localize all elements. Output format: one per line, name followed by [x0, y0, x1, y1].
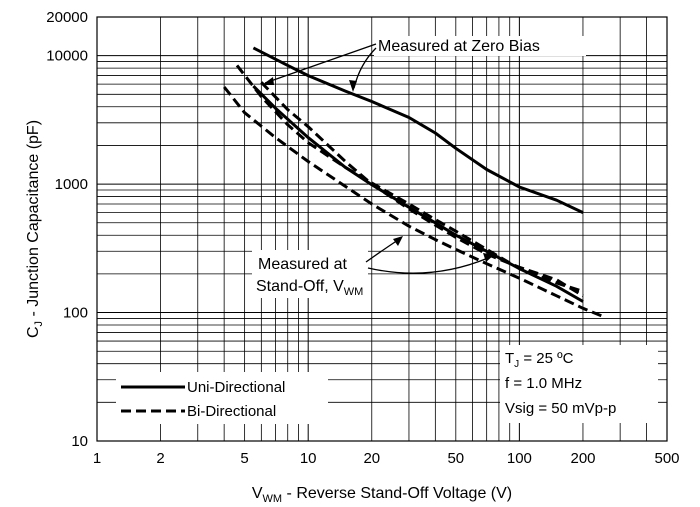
zero-bias-arrowhead-right — [349, 80, 357, 92]
x-tick-label: 500 — [654, 450, 679, 467]
standoff-arrowhead-upper — [393, 236, 403, 246]
x-tick-label: 20 — [363, 450, 380, 467]
condition-frequency: f = 1.0 MHz — [505, 375, 582, 392]
y-axis-label: CJ - Junction Capacitance (pF) — [25, 120, 45, 338]
y-tick-label: 10000 — [46, 48, 88, 65]
conditions-background — [500, 345, 658, 423]
zero-bias-annotation: Measured at Zero Bias — [378, 38, 540, 55]
standoff-arrowhead-lower — [483, 253, 494, 262]
conditions-box: TJ = 25 ºC f = 1.0 MHz Vsig = 50 mVp-p — [500, 345, 658, 423]
x-axis-label: VWM - Reverse Stand-Off Voltage (V) — [252, 485, 512, 505]
y-tick-label: 100 — [63, 305, 88, 322]
bi-directional-curve-3 — [260, 81, 584, 298]
legend-label-uni: Uni-Directional — [187, 379, 285, 396]
legend-label-bi: Bi-Directional — [187, 403, 276, 420]
zero-bias-arrow-left — [264, 43, 377, 84]
standoff-annotation-line2: Stand-Off, VWM — [256, 278, 363, 298]
standoff-label-bg — [252, 250, 368, 298]
zero-bias-arrowhead-left — [262, 77, 274, 85]
plot-area-frame — [96, 16, 668, 442]
x-tick-label: 1 — [93, 450, 101, 467]
y-tick-label: 10 — [71, 433, 88, 450]
x-tick-label: 50 — [447, 450, 464, 467]
zero-bias-label-bg — [374, 36, 586, 56]
standoff-annotation-line1: Measured at — [258, 256, 347, 273]
legend: Uni-Directional Bi-Directional — [116, 372, 328, 424]
tick-labels: 1 2 5 10 20 50 100 200 500 10 100 1000 10000 20000 — [46, 9, 679, 467]
y-tick-label: 20000 — [46, 9, 88, 26]
x-tick-label: 200 — [570, 450, 595, 467]
y-tick-label: 1000 — [55, 176, 88, 193]
standoff-arrow-lower — [367, 257, 489, 274]
x-tick-label: 5 — [240, 450, 248, 467]
condition-temperature: TJ = 25 ºC — [505, 350, 574, 370]
legend-box — [116, 372, 328, 424]
x-tick-label: 100 — [507, 450, 532, 467]
uni-directional-curve-0 — [252, 46, 584, 214]
series-curves — [223, 46, 604, 318]
x-tick-label: 10 — [300, 450, 317, 467]
bi-directional-curve-4 — [223, 86, 604, 318]
x-tick-label: 2 — [156, 450, 164, 467]
uni-directional-curve-1 — [252, 85, 584, 303]
condition-vsig: Vsig = 50 mVp-p — [505, 400, 616, 417]
standoff-arrow-upper — [365, 239, 399, 263]
